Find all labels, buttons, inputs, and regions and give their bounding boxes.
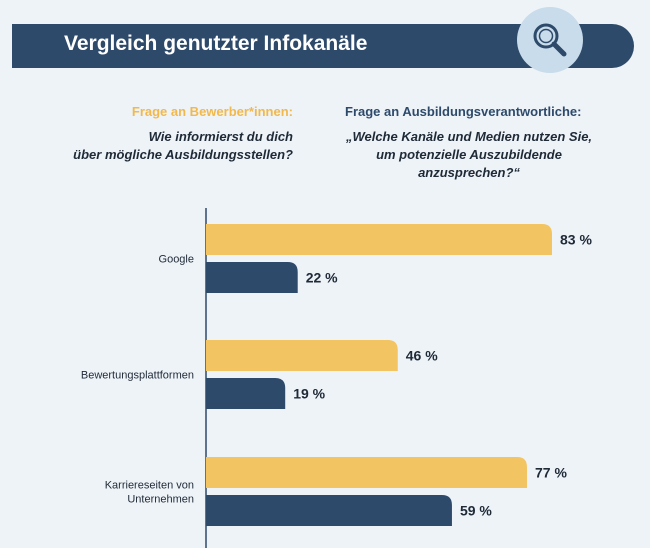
bar-applicants-1 — [206, 340, 398, 371]
category-label: Unternehmen — [127, 494, 194, 506]
bar-trainers-2 — [206, 495, 452, 526]
bar-applicants-2 — [206, 457, 527, 488]
category-label: Google — [159, 254, 194, 266]
category-label: Karriereseiten von — [105, 480, 194, 492]
data-label: 46 % — [406, 348, 438, 364]
trainers-question-line: „Welche Kanäle und Medien nutzen Sie, — [345, 129, 593, 144]
category-label: Bewertungsplattformen — [81, 370, 194, 382]
trainers-question-line: um potenzielle Auszubildende — [376, 147, 562, 162]
bar-applicants-0 — [206, 224, 552, 255]
applicants-question-heading: Frage an Bewerber*innen: — [131, 104, 293, 119]
page-title: Vergleich genutzter Infokanäle — [64, 32, 368, 55]
data-label: 77 % — [535, 465, 567, 481]
data-label: 83 % — [560, 232, 592, 248]
bar-trainers-1 — [206, 378, 286, 409]
data-label: 59 % — [460, 503, 492, 519]
search-icon — [517, 7, 583, 73]
trainers-question-text: „Welche Kanäle und Medien nutzen Sie, um… — [345, 128, 593, 182]
trainers-question-line: anzusprechen?“ — [418, 165, 520, 180]
data-label: 19 % — [293, 386, 325, 402]
applicants-question-line: über mögliche Ausbildungsstellen? — [73, 147, 293, 162]
bar-trainers-0 — [206, 262, 298, 293]
trainers-question-heading: Frage an Ausbildungsverantwortliche: — [345, 104, 582, 119]
applicants-question-line: Wie informierst du dich — [148, 129, 293, 144]
data-label: 22 % — [306, 270, 338, 286]
applicants-question-text: Wie informierst du dich über mögliche Au… — [13, 128, 293, 164]
